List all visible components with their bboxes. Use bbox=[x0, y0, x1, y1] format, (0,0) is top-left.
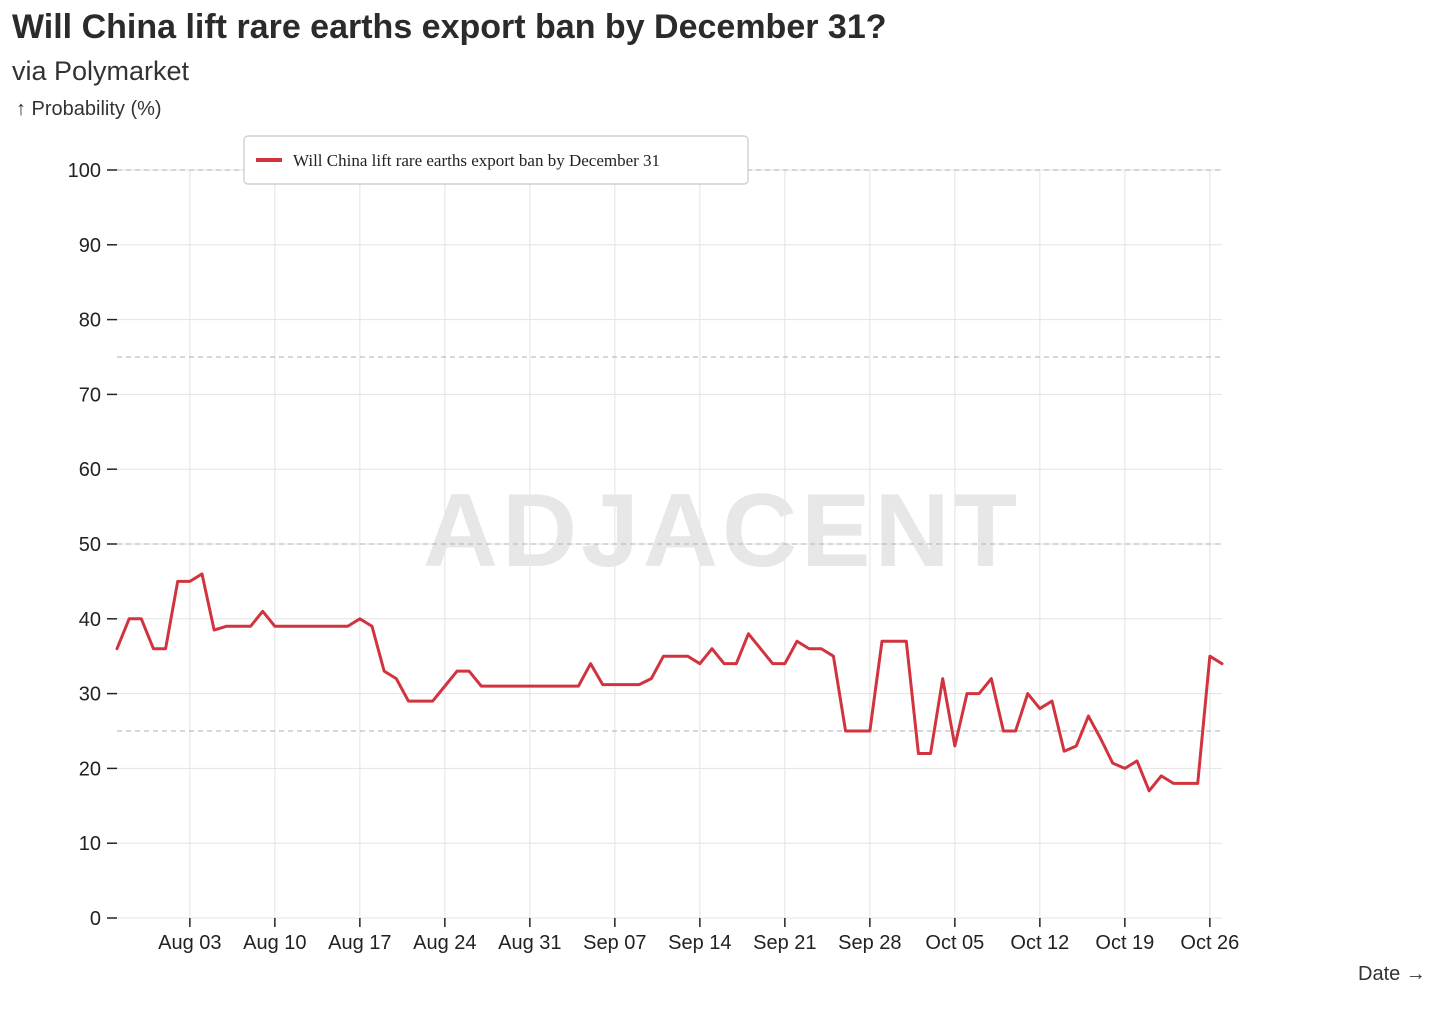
y-tick-label: 30 bbox=[79, 684, 101, 706]
grid bbox=[117, 169, 1222, 919]
x-tick-label: Aug 17 bbox=[328, 932, 391, 954]
legend-entry[interactable]: Will China lift rare earths export ban b… bbox=[293, 151, 660, 170]
x-tick-label: Oct 12 bbox=[1010, 932, 1069, 954]
x-tick-label: Sep 14 bbox=[668, 932, 731, 954]
chart-title: Will China lift rare earths export ban b… bbox=[12, 8, 887, 46]
x-tick-label: Sep 07 bbox=[583, 932, 646, 954]
y-tick-label: 80 bbox=[79, 310, 101, 332]
x-tick-label: Aug 10 bbox=[243, 932, 306, 954]
x-tick-label: Aug 03 bbox=[158, 932, 221, 954]
reference-lines bbox=[117, 169, 1222, 732]
x-tick-label: Oct 05 bbox=[925, 932, 984, 954]
series-layer bbox=[115, 572, 1224, 793]
y-tick-label: 60 bbox=[79, 459, 101, 481]
chart-subtitle: via Polymarket bbox=[12, 56, 190, 86]
x-tick-label: Sep 28 bbox=[838, 932, 901, 954]
y-tick-label: 50 bbox=[79, 534, 101, 556]
y-tick-label: 0 bbox=[90, 908, 101, 930]
x-axis-label: Date → bbox=[1358, 963, 1426, 985]
axes: 0 10 20 30 40 50 60 70 80 90 100 Aug 03 Aug 10 Aug 17… bbox=[68, 160, 1240, 954]
x-tick-label: Sep 21 bbox=[753, 932, 816, 954]
legend[interactable]: Will China lift rare earths export ban b… bbox=[243, 135, 749, 185]
legend-box bbox=[243, 135, 749, 185]
series-line bbox=[115, 572, 1224, 793]
x-tick-label: Oct 19 bbox=[1095, 932, 1154, 954]
y-tick-label: 40 bbox=[79, 609, 101, 631]
y-axis-label: ↑ Probability (%) bbox=[16, 98, 162, 120]
y-tick-label: 10 bbox=[79, 833, 101, 855]
y-tick-label: 70 bbox=[79, 384, 101, 406]
x-tick-label: Aug 31 bbox=[498, 932, 561, 954]
y-tick-label: 90 bbox=[79, 235, 101, 257]
x-tick-label: Aug 24 bbox=[413, 932, 476, 954]
y-tick-label: 100 bbox=[68, 160, 101, 182]
watermark: ADJACENT bbox=[423, 473, 1021, 589]
y-tick-label: 20 bbox=[79, 758, 101, 780]
x-tick-label: Oct 26 bbox=[1180, 932, 1239, 954]
